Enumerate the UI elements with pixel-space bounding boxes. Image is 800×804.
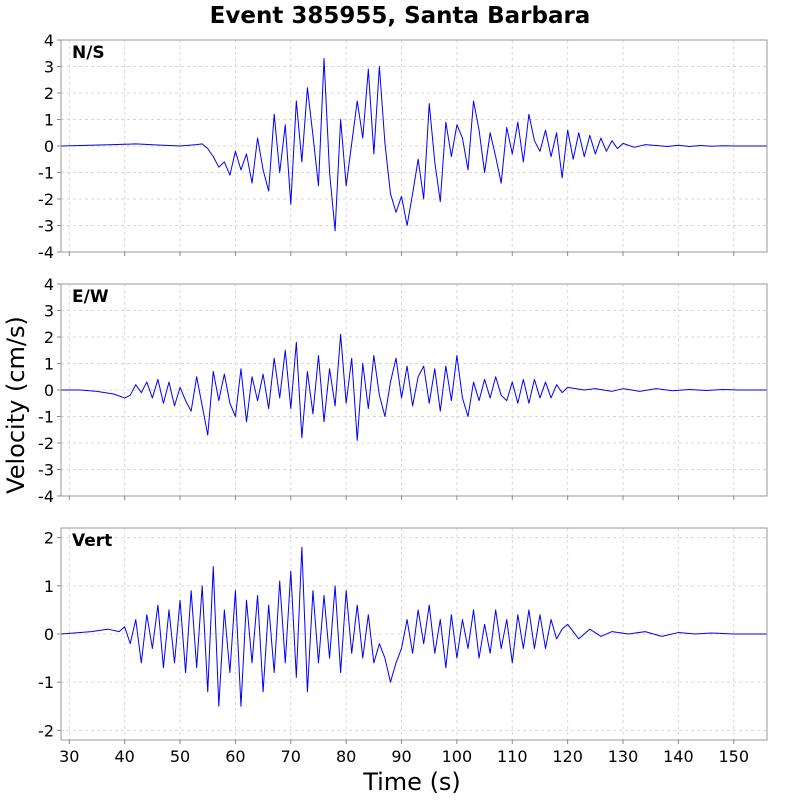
y-tick-label: -2 [38, 721, 54, 740]
waveform-line-ns [60, 58, 767, 232]
x-tick-label: 130 [608, 747, 639, 766]
y-tick-label: -2 [38, 434, 54, 453]
y-tick-label: 0 [44, 381, 54, 400]
panel-frame [60, 283, 768, 497]
y-tick-label: 3 [44, 302, 54, 321]
y-tick-label: 4 [44, 275, 54, 294]
y-tick-label: 1 [44, 355, 54, 374]
y-tick-label: -1 [38, 673, 54, 692]
y-tick-label: 2 [44, 529, 54, 548]
x-tick-label: 100 [442, 747, 473, 766]
x-tick-label: 140 [663, 747, 694, 766]
y-axis-label: Velocity (cm/s) [2, 316, 30, 494]
y-tick-label: 2 [44, 84, 54, 103]
y-tick-label: 3 [44, 58, 54, 77]
waveform-line-vert [60, 546, 767, 707]
y-tick-label: -1 [38, 164, 54, 183]
x-tick-label: 150 [719, 747, 750, 766]
y-tick-label: -4 [38, 487, 54, 506]
x-tick-label: 40 [114, 747, 134, 766]
y-tick-label: 1 [44, 577, 54, 596]
x-tick-label: 110 [497, 747, 528, 766]
y-tick-label: -3 [38, 217, 54, 236]
y-tick-label: 4 [44, 31, 54, 50]
waveform-line-ew [61, 333, 767, 441]
y-tick-label: 2 [44, 328, 54, 347]
chart-title: Event 385955, Santa Barbara [210, 3, 591, 29]
y-tick-label: -4 [38, 243, 54, 262]
y-tick-label: 0 [44, 137, 54, 156]
y-tick-label: -1 [38, 408, 54, 427]
x-tick-label: 30 [59, 747, 79, 766]
y-tick-label: 0 [44, 625, 54, 644]
x-tick-label: 120 [552, 747, 583, 766]
x-tick-label: 50 [170, 747, 190, 766]
y-tick-label: -3 [38, 461, 54, 480]
y-tick-label: -2 [38, 190, 54, 209]
x-tick-label: 90 [391, 747, 411, 766]
y-tick-label: 1 [44, 111, 54, 130]
x-axis-label: Time (s) [362, 768, 461, 796]
panel-label: Vert [72, 531, 112, 551]
x-tick-label: 80 [336, 747, 356, 766]
panel-frame [60, 39, 768, 253]
panel-label: N/S [72, 43, 105, 63]
x-tick-label: 70 [281, 747, 301, 766]
panel-frame [60, 527, 768, 741]
x-tick-label: 60 [225, 747, 245, 766]
panel-label: E/W [72, 287, 109, 307]
